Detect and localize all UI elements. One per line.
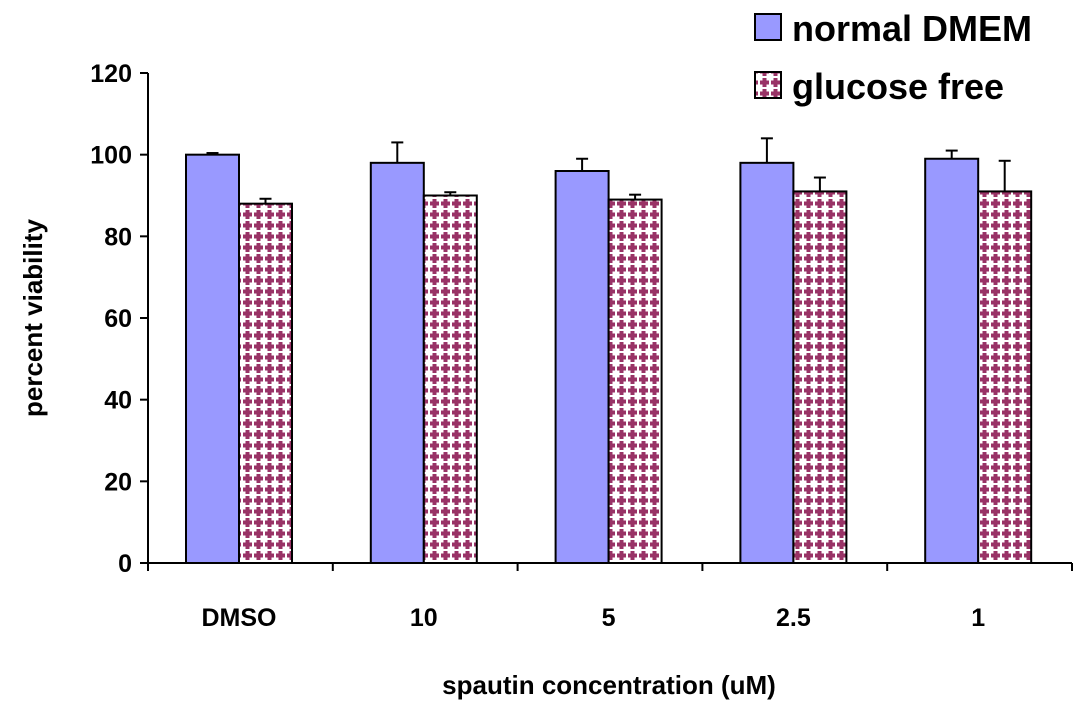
y-tick-label: 120 xyxy=(90,60,132,88)
bar-glucose-free-1 xyxy=(977,190,1033,565)
bar-normal-dmem-DMSO xyxy=(185,153,240,565)
x-axis-title: spautin concentration (uM) xyxy=(442,670,776,700)
x-tick-label-DMSO: DMSO xyxy=(202,604,277,632)
x-tick-label-10: 10 xyxy=(410,604,438,632)
y-tick-label: 40 xyxy=(104,387,132,415)
bar-glucose-free-5 xyxy=(607,198,663,564)
y-tick-label: 0 xyxy=(118,550,132,578)
axes-group: 0 20 40 60 80 100 120 DMSO 10 5 2.5 1 xyxy=(90,60,1073,632)
y-tick-label: 80 xyxy=(104,223,132,251)
x-tick-label-1: 1 xyxy=(971,604,985,632)
bars-group xyxy=(185,137,1033,565)
y-tick-label: 20 xyxy=(104,468,132,496)
legend-swatch-normal-dmem xyxy=(754,13,782,41)
bar-normal-dmem-1 xyxy=(924,157,980,564)
x-tick-label-5: 5 xyxy=(602,604,616,632)
y-tick-label: 100 xyxy=(90,142,132,170)
bar-normal-dmem-5 xyxy=(554,170,610,564)
bar-normal-dmem-10 xyxy=(369,161,425,564)
bar-normal-dmem-2.5 xyxy=(739,161,795,564)
y-axis-title: percent viability xyxy=(18,218,48,416)
legend-label-glucose-free: glucose free xyxy=(792,66,1004,107)
legend-label-normal-dmem: normal DMEM xyxy=(792,8,1032,49)
x-tick-label-2.5: 2.5 xyxy=(776,604,811,632)
bar-glucose-free-2.5 xyxy=(792,190,848,565)
legend: normal DMEM glucose free xyxy=(754,8,1032,107)
bar-glucose-free-DMSO xyxy=(238,202,293,565)
bar-glucose-free-10 xyxy=(422,194,478,564)
legend-swatch-glucose-free xyxy=(754,71,782,99)
y-tick-label: 60 xyxy=(104,305,132,333)
